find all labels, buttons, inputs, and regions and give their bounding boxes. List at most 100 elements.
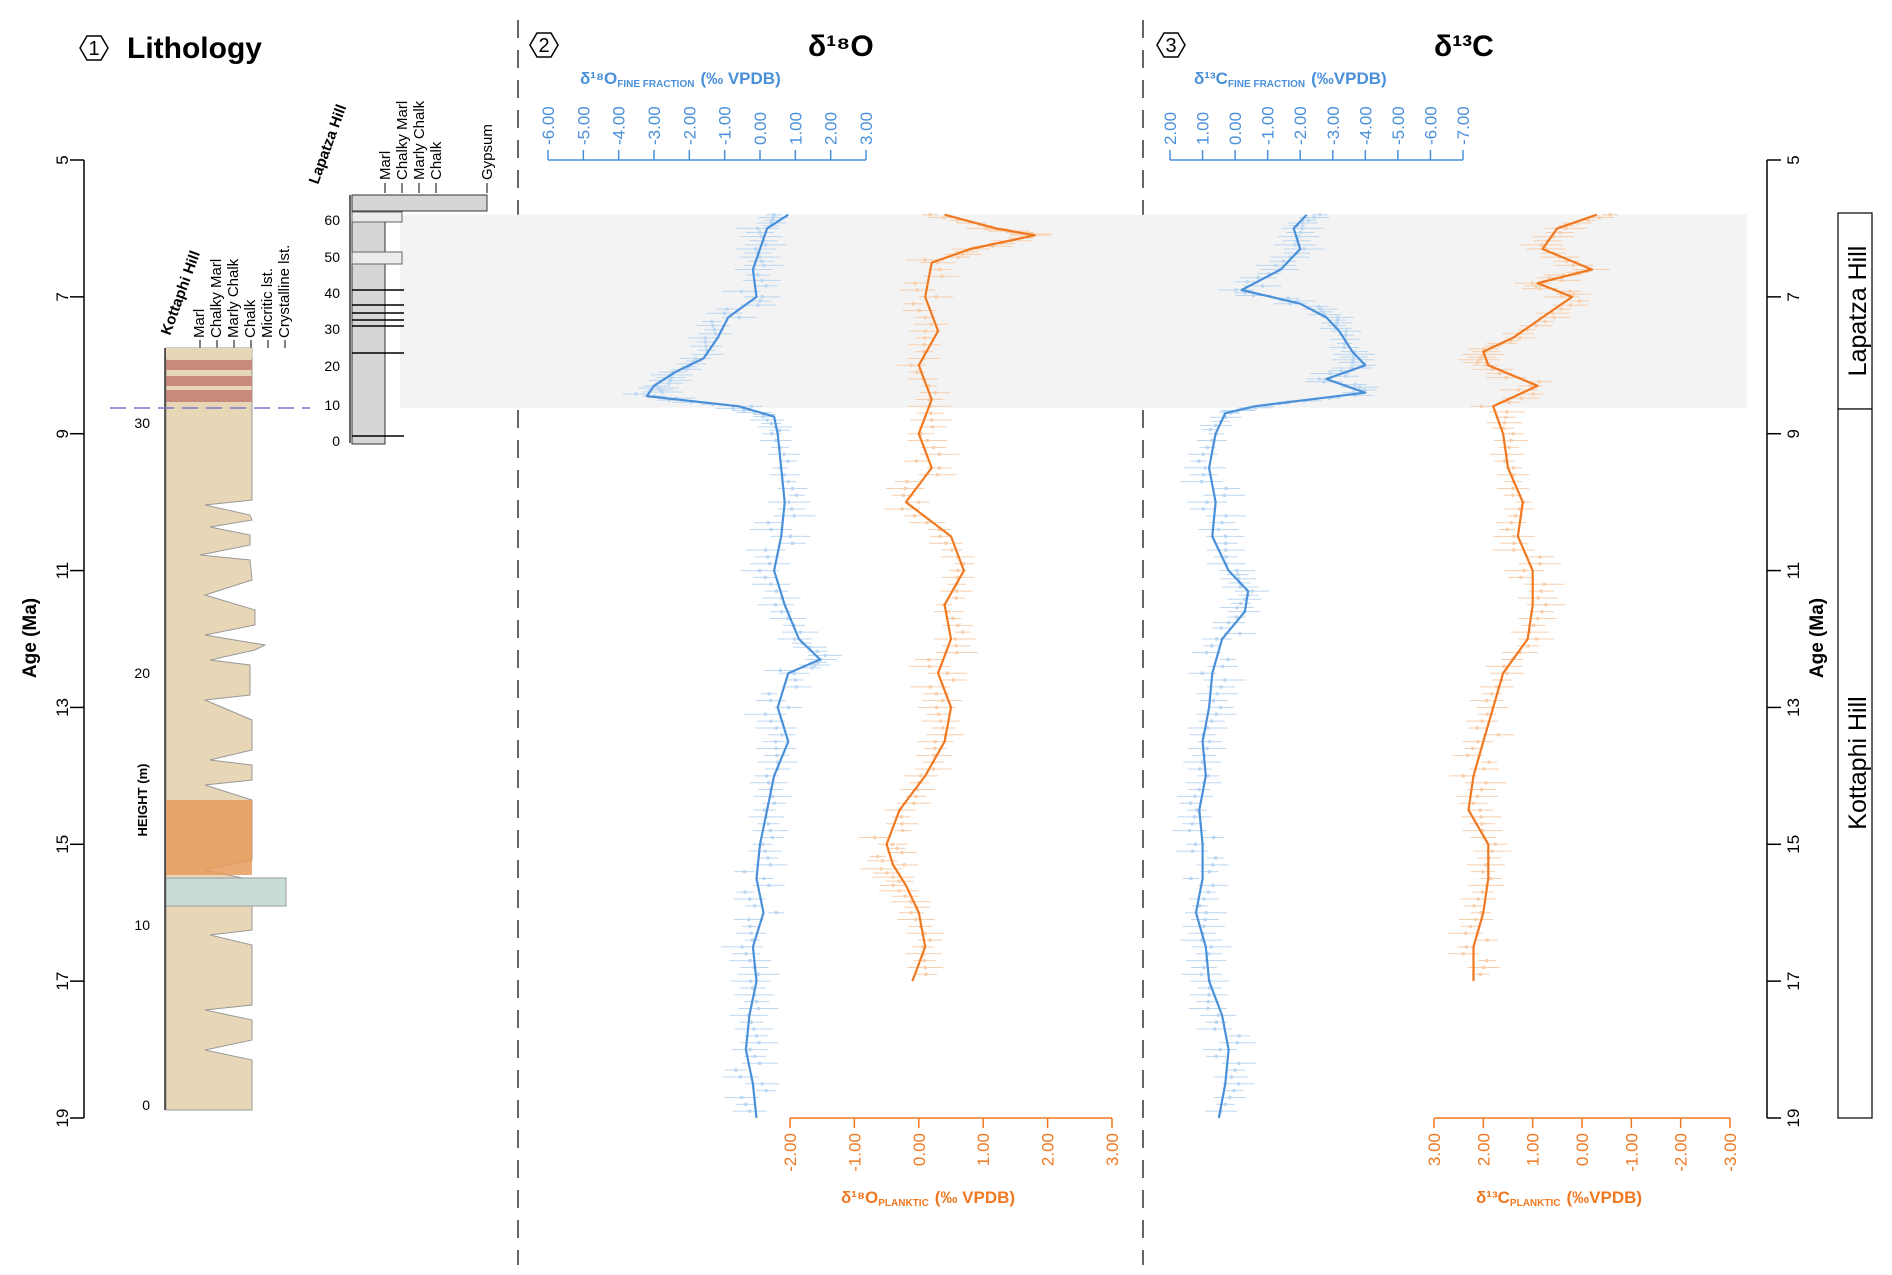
chart2-series2-raw-point [1474,917,1478,922]
chart1-series1-raw-point [777,428,782,433]
chart1-series1-raw-point [780,733,784,737]
chart1-series1-raw-point [761,263,766,268]
kottaphi-red-band-1 [166,360,252,370]
chart1-series2-x-tick-label-2: 0.00 [910,1133,929,1166]
chart2-series1-x-tick-label-0: 2.00 [1161,112,1180,145]
age-tick-label-right-5: 15 [1784,835,1803,854]
chart1-series1-raw-point [813,663,817,667]
kottaphi-height-30: 30 [134,415,150,431]
chart1-series1-raw-point [747,897,752,901]
chart2-series1-raw-point [1200,671,1205,676]
age-tick-label-left-0: 5 [53,155,72,164]
chart1-series1-raw-point [771,215,775,220]
chart2-series1-raw-point [1204,910,1208,915]
chart2-series1-raw-point [1210,863,1215,867]
chart2-series1-raw-point [1242,597,1247,602]
chart2-series2-raw-point [1530,281,1534,285]
chart2-series1-raw-point [1235,1040,1240,1045]
chart2-series1-raw-point [1210,719,1214,723]
lapatza-column [351,210,386,445]
chart2-series1-x-tick-label-3: -1.00 [1259,106,1278,145]
chart2-series1-x-tick-label-2: 0.00 [1226,112,1245,145]
chart2-series2-raw-point [1547,275,1551,280]
lapatza-column-labels: Marl Chalky Marl Marly Chalk Chalk Gypsu… [377,100,496,193]
chart2-series2-x-tick-label-0: 3.00 [1425,1133,1444,1166]
chart1-series1-raw-point [760,842,765,847]
chart1-series1-x-tick-label-0: -6.00 [539,106,558,145]
chart2-series2-raw-point [1534,637,1539,641]
kottaphi-col-marly-chalk: Marly Chalk [225,258,242,338]
chart2-series1-raw-point [1236,1081,1241,1086]
chart1-series1-raw-point [763,712,768,717]
chart1-series1-raw-point [763,849,767,853]
lapatza-thin-beds [352,289,404,437]
chart1-series2-raw-point [951,616,955,621]
chart1-series2-raw-point [934,705,939,710]
kottaphi-col-chalky-marl: Chalky Marl [208,259,225,338]
chart1-series1-raw-point [790,486,795,491]
kottaphi-height-0: 0 [142,1097,150,1113]
chart1-series2-raw-point [891,883,895,888]
chart2-series2-raw-point [1535,616,1540,621]
chart2-series1-raw-point [1212,1027,1217,1031]
chart1-series1-raw-point [782,472,787,477]
chart2-series2-raw-point [1531,392,1535,396]
panel-2-number: 2 [538,35,549,57]
chart1-series2-raw-point [940,698,945,703]
chart2-series1-raw-point [1235,568,1239,573]
chart2-series2-raw-point [1505,671,1509,676]
panel-3-header: 3 δ¹³C [1156,30,1494,63]
chart1-series2-raw-point [916,500,921,504]
isotope-curves [622,212,1619,1119]
chart2-series1-raw-point [1203,917,1207,922]
chart2-series1-raw-point [1227,1095,1232,1100]
chart1-series2-raw-point [924,972,928,977]
chart2-series1-raw-point [1193,842,1198,847]
chart1-series1-raw-point [742,869,747,874]
chart2-series1-raw-point [1224,548,1228,552]
chart1-series1-raw-point [738,1075,743,1079]
chart2-series1-raw-point [1245,280,1249,284]
chart1-series1-raw-point [773,739,778,744]
isotope-x-axes: -6.00 -5.00 -4.00 -3.00 -2.00 -1.00 0.00 1.00 2.… [539,106,1740,1172]
chart2-series1-raw-point [1200,760,1204,764]
age-tick-label-left-5: 15 [53,835,72,854]
age-ticks: 5 5 7 7 9 9 11 11 13 13 15 15 17 17 19 19 [53,155,1803,1127]
chart1-series1-raw-point [748,1109,752,1113]
chart2-series2-raw-point [1608,212,1612,217]
panel-2-title: δ¹⁸O [808,30,874,63]
chart2-series1-raw-point [1357,385,1362,389]
chart1-series1-raw-point [793,678,798,682]
chart1-series2-raw-point [912,514,917,518]
section-label-lapatza: Lapatza Hill [1844,246,1872,377]
chart2-series1-raw-point [1197,904,1202,908]
lapatza-gypsum-cap [351,194,488,212]
chart1-series2-raw-point [909,910,913,915]
chart1-series2-raw-point [913,794,918,799]
chart1-series1-raw-point [786,459,790,463]
chart2-series2-raw-point [1478,972,1483,977]
chart1-series1-raw-point [712,327,717,332]
chart1-series2-raw-point [931,445,936,450]
chart1-series1-raw-point [815,649,820,654]
chart2-series1-raw-point [1201,472,1206,477]
chart1-series1-raw-point [774,746,778,751]
chart2-series2-raw-point [1516,388,1521,392]
chart1-series2-raw-point [941,215,946,220]
chart2-series1-raw-point [1316,304,1321,309]
chart2-series1-raw-point [1218,1047,1222,1052]
chart2-series1-raw-point [1226,657,1230,662]
chart1-series2-raw-point [890,842,895,847]
chart1-series1-raw-point [769,431,774,436]
chart2-series2-raw-point [1511,541,1516,545]
chart2-series1-raw-point [1237,1034,1241,1038]
chart2-series2-raw-point [1485,938,1489,942]
lapatza-highlight-band [400,214,1747,408]
chart1-series1-raw-point [754,1034,759,1038]
chart2-series1-raw-point [1213,856,1218,860]
kottaphi-col-micritic: Micritic lst. [259,268,276,338]
chart1-series2-raw-point [931,767,936,771]
age-tick-label-right-3: 11 [1784,562,1803,580]
chart2-series2-x-tick-label-5: -2.00 [1672,1133,1691,1172]
